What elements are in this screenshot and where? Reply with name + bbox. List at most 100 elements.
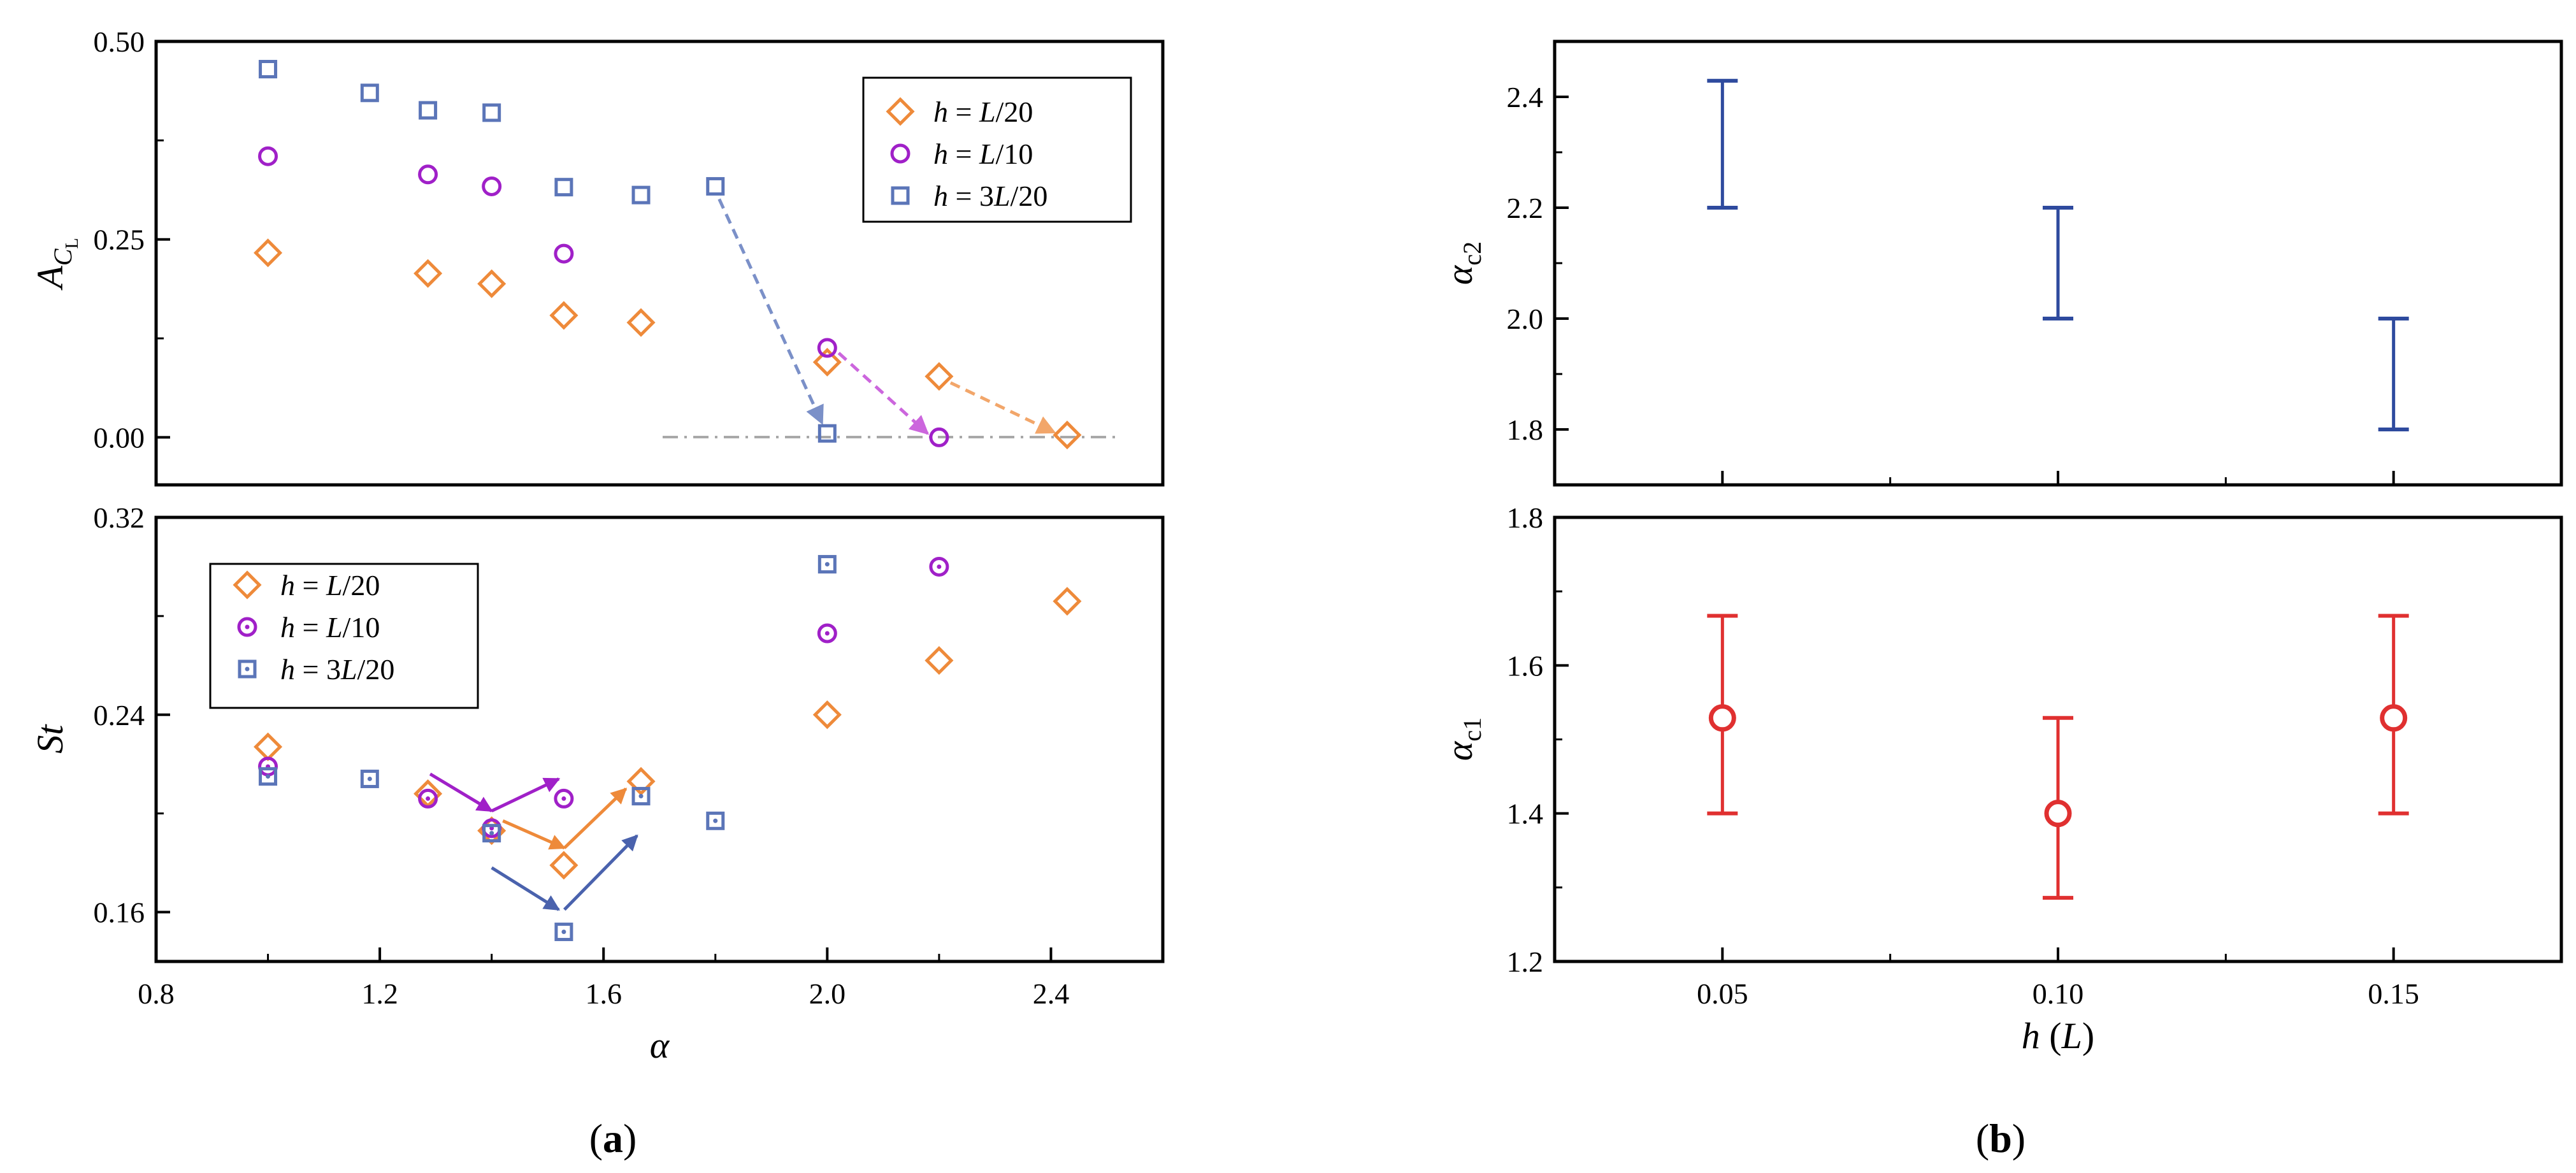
y-tick-label: 2.2 bbox=[1507, 192, 1544, 224]
y-tick-label: 2.0 bbox=[1507, 303, 1544, 335]
plot-frame bbox=[154, 40, 1165, 487]
chart-b-bottom: 0.05 0.10 0.15 1.2 1.4 1.6 1.8 h (L) αc1 bbox=[1439, 501, 2563, 1056]
data-point-series-1 bbox=[418, 788, 438, 809]
data-point-series-1-dot bbox=[426, 796, 431, 801]
data-point-series-2 bbox=[360, 83, 379, 103]
x-axis-ticks bbox=[1721, 471, 2395, 485]
legend: h = L/20 h = L/10 h = 3L/20 bbox=[209, 563, 479, 709]
data-point-series-1 bbox=[929, 427, 949, 447]
data-point-series-2-dot bbox=[266, 774, 271, 779]
data-point-series-2 bbox=[554, 923, 573, 942]
y-axis-label: αc2 bbox=[1439, 241, 1486, 285]
data-point-series-1 bbox=[554, 243, 574, 264]
data-point-series-2 bbox=[259, 60, 278, 78]
arrow-L20-down bbox=[502, 819, 566, 850]
trend-arrows bbox=[429, 772, 638, 911]
legend-marker-1-dot bbox=[245, 624, 250, 630]
arrow-3L20-down bbox=[491, 866, 561, 911]
arrow-L10-up bbox=[491, 777, 561, 813]
data-point-series-1-dot bbox=[489, 826, 494, 831]
data-point-series-0 bbox=[925, 646, 954, 675]
y-axis-ticks: 0.00 0.25 0.50 bbox=[94, 25, 170, 454]
legend-marker-0 bbox=[886, 97, 915, 126]
chart-a-bottom: 0.8 1.2 1.6 2.0 2.4 0.16 0.24 0.32 α St h = L/… bbox=[29, 501, 1165, 1066]
legend: h = L/20 h = L/10 h = 3L/20 bbox=[862, 76, 1132, 223]
y-tick-label: 0.00 bbox=[94, 421, 145, 454]
data-point-series-1 bbox=[929, 556, 949, 577]
legend-label-0: h = L/20 bbox=[933, 96, 1033, 128]
data-point-series-1 bbox=[817, 623, 837, 644]
data-point-series-2 bbox=[817, 424, 837, 443]
center-marker bbox=[2380, 704, 2408, 732]
arrow-transition-L10 bbox=[837, 352, 930, 435]
data-point-series-2 bbox=[482, 824, 501, 843]
data-point-series-0 bbox=[477, 269, 507, 298]
arrow-L10-down bbox=[429, 772, 493, 812]
panel-caption-b: (b) bbox=[1976, 1116, 2026, 1161]
data-point-series-1-dot bbox=[561, 796, 566, 801]
legend-marker-2-dot bbox=[245, 666, 250, 672]
x-tick-label: 1.6 bbox=[585, 977, 622, 1010]
data-point-series-1 bbox=[554, 788, 574, 809]
data-point-series-2-dot bbox=[489, 831, 494, 836]
legend-label-1: h = L/10 bbox=[280, 611, 380, 644]
data-point-series-1 bbox=[258, 146, 278, 166]
data-point-series-1 bbox=[482, 176, 502, 196]
y-tick-label: 1.2 bbox=[1507, 946, 1544, 978]
y-tick-label: 1.8 bbox=[1507, 501, 1544, 534]
y-tick-label: 1.4 bbox=[1507, 798, 1544, 830]
y-tick-label: 0.50 bbox=[94, 25, 145, 58]
arrow-transition-L20 bbox=[949, 381, 1056, 434]
transition-arrows bbox=[717, 198, 1056, 435]
data-point-series-2 bbox=[419, 101, 438, 120]
data-point-series-2-dot bbox=[638, 794, 644, 799]
data-point-series-1-dot bbox=[824, 631, 830, 636]
data-point-series-1-dot bbox=[937, 564, 942, 569]
x-tick-label: 2.0 bbox=[809, 977, 846, 1010]
legend-marker-2 bbox=[891, 186, 910, 205]
x-tick-label: 1.2 bbox=[361, 977, 398, 1010]
x-tick-label: 2.4 bbox=[1033, 977, 1070, 1010]
data-point-series-2 bbox=[706, 176, 725, 196]
x-axis-label: α bbox=[650, 1025, 670, 1066]
data-point-series-2-dot bbox=[367, 776, 372, 781]
y-axis-ticks: 1.8 2.0 2.2 2.4 bbox=[1507, 81, 1569, 446]
data-point-series-0 bbox=[626, 766, 656, 796]
data-point-series-0 bbox=[1053, 421, 1082, 450]
y-tick-label: 0.25 bbox=[94, 224, 145, 256]
legend-label-2: h = 3L/20 bbox=[933, 180, 1047, 212]
data-point-series-0 bbox=[812, 347, 842, 377]
x-axis-ticks: 0.8 1.2 1.6 2.0 2.4 bbox=[138, 947, 1069, 1010]
data-point-series-2 bbox=[482, 103, 501, 122]
y-axis-ticks: 0.16 0.24 0.32 bbox=[94, 501, 170, 929]
x-axis-label: h (L) bbox=[2022, 1015, 2094, 1056]
y-axis-label: St bbox=[29, 724, 71, 754]
data-point-series-0 bbox=[1053, 587, 1082, 616]
x-axis-ticks: 0.05 0.10 0.15 bbox=[1697, 947, 2419, 1010]
x-tick-label: 0.10 bbox=[2033, 977, 2084, 1010]
legend-marker-2 bbox=[238, 659, 257, 679]
chart-a-top: 0.00 0.25 0.50 ACL h = L/20 h = L/10 h = 3L/… bbox=[29, 25, 1165, 487]
arrow-transition-3L20 bbox=[717, 198, 824, 425]
y-tick-label: 0.16 bbox=[94, 896, 145, 929]
data-point-series-2-dot bbox=[713, 818, 718, 823]
data-point-series-0 bbox=[549, 851, 579, 880]
plot-frame bbox=[154, 515, 1165, 963]
data-markers bbox=[254, 555, 1082, 942]
data-point-series-2 bbox=[706, 811, 725, 830]
data-point-series-0 bbox=[812, 700, 842, 730]
y-tick-label: 2.4 bbox=[1507, 81, 1544, 113]
data-point-series-0 bbox=[626, 308, 656, 337]
legend-marker-1 bbox=[890, 143, 910, 164]
center-marker bbox=[2044, 800, 2072, 828]
error-bars bbox=[1707, 614, 2409, 900]
data-point-series-2-dot bbox=[561, 930, 566, 935]
panel-caption-a: (a) bbox=[589, 1116, 637, 1161]
data-point-series-0 bbox=[925, 362, 954, 391]
data-point-series-2 bbox=[631, 787, 651, 806]
error-bars bbox=[1707, 78, 2409, 431]
arrow-3L20-up bbox=[563, 834, 638, 911]
legend-label-0: h = L/20 bbox=[280, 569, 380, 601]
data-point-series-0 bbox=[414, 259, 443, 288]
data-point-series-2 bbox=[817, 555, 837, 574]
